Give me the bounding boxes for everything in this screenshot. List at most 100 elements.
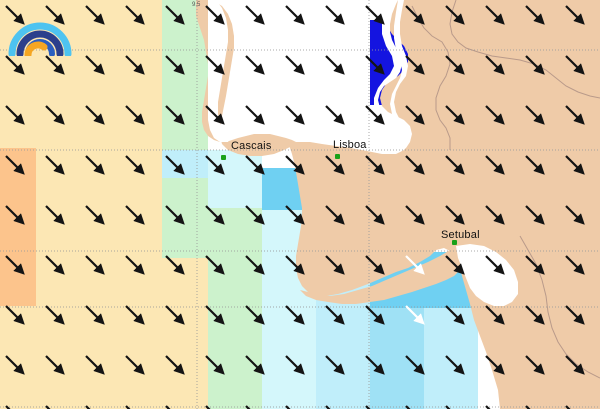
wind-arrow — [405, 355, 425, 375]
wind-arrow — [125, 105, 145, 125]
wind-arrow — [125, 255, 145, 275]
wind-arrow — [365, 405, 371, 409]
wind-speed-cell — [162, 150, 208, 178]
wind-arrow — [125, 305, 145, 325]
wind-arrow — [325, 105, 345, 125]
wind-arrow — [125, 5, 145, 25]
wind-arrow — [45, 105, 65, 125]
wind-arrow — [365, 55, 385, 75]
wind-arrow — [45, 405, 51, 409]
wind-arrow — [165, 205, 185, 225]
wind-arrow — [285, 255, 305, 275]
wind-speed-cell — [316, 308, 370, 409]
wind-arrow — [205, 355, 225, 375]
wind-arrow — [325, 205, 345, 225]
wind-arrow — [445, 355, 465, 375]
wind-arrow — [565, 405, 571, 409]
wind-arrow — [365, 255, 385, 275]
wind-arrow — [245, 305, 265, 325]
city-dot-setubal[interactable] — [452, 240, 457, 245]
wind-arrow — [325, 155, 345, 175]
wind-arrow — [325, 5, 345, 25]
wind-arrow — [365, 5, 385, 25]
wind-arrow — [205, 155, 225, 175]
wind-arrow — [165, 355, 185, 375]
wind-arrow — [85, 205, 105, 225]
wind-arrow — [325, 405, 331, 409]
rainbow-icon[interactable] — [8, 14, 72, 56]
wind-arrow — [405, 105, 425, 125]
wind-arrow — [125, 155, 145, 175]
wind-arrow — [485, 205, 505, 225]
wind-arrow — [205, 305, 225, 325]
wind-arrow — [285, 305, 305, 325]
wind-arrow — [565, 255, 585, 275]
admin-border — [449, 0, 600, 99]
wind-arrow — [405, 55, 425, 75]
wind-arrow — [5, 105, 25, 125]
wind-arrow — [405, 305, 425, 325]
wind-arrow — [285, 105, 305, 125]
wind-arrow — [245, 155, 265, 175]
wind-arrow — [525, 255, 545, 275]
wind-arrow — [45, 305, 65, 325]
wind-arrow — [525, 155, 545, 175]
wind-arrow — [365, 105, 385, 125]
wind-speed-cell — [370, 308, 424, 409]
wind-arrow — [565, 305, 585, 325]
wind-arrow — [205, 205, 225, 225]
wind-arrow — [325, 255, 345, 275]
wind-arrow — [445, 205, 465, 225]
wind-arrow — [245, 105, 265, 125]
wind-arrow — [485, 155, 505, 175]
wind-arrow — [365, 155, 385, 175]
wind-arrow — [565, 105, 585, 125]
wind-arrow — [165, 155, 185, 175]
wind-arrow — [165, 5, 185, 25]
wind-arrow — [165, 55, 185, 75]
wind-arrow — [165, 405, 171, 409]
wind-arrow — [245, 255, 265, 275]
wind-arrow — [45, 205, 65, 225]
wind-arrow — [285, 155, 305, 175]
wind-arrow — [245, 355, 265, 375]
wind-arrow — [125, 55, 145, 75]
wind-arrow — [565, 205, 585, 225]
wind-arrow — [245, 5, 265, 25]
wind-arrow — [285, 405, 291, 409]
wind-arrow — [445, 405, 451, 409]
city-dot-lisboa[interactable] — [335, 154, 340, 159]
wind-arrow — [525, 405, 531, 409]
wind-arrow — [205, 55, 225, 75]
wind-arrow — [285, 5, 305, 25]
wind-arrow — [565, 55, 585, 75]
wind-value-label: 9.5 — [192, 2, 201, 8]
wind-arrow — [5, 355, 25, 375]
wind-arrow — [45, 5, 65, 25]
wind-arrow — [365, 305, 385, 325]
wind-arrow — [285, 355, 305, 375]
wind-arrow — [85, 405, 91, 409]
wind-arrow — [125, 355, 145, 375]
wind-arrow — [445, 305, 465, 325]
wind-arrow — [45, 155, 65, 175]
wind-arrow — [245, 205, 265, 225]
wind-arrow — [485, 255, 505, 275]
wind-arrow — [165, 305, 185, 325]
wind-arrow — [445, 255, 465, 275]
wind-arrow — [45, 55, 65, 75]
wind-arrow — [205, 405, 211, 409]
wind-arrow — [5, 55, 25, 75]
wind-arrow — [285, 205, 305, 225]
wind-arrow — [125, 205, 145, 225]
wind-arrow — [325, 305, 345, 325]
wind-arrow — [85, 355, 105, 375]
wind-arrow — [405, 255, 425, 275]
wind-arrow — [485, 405, 491, 409]
city-dot-cascais[interactable] — [221, 155, 226, 160]
wind-arrow — [125, 405, 131, 409]
wind-arrow — [5, 405, 11, 409]
